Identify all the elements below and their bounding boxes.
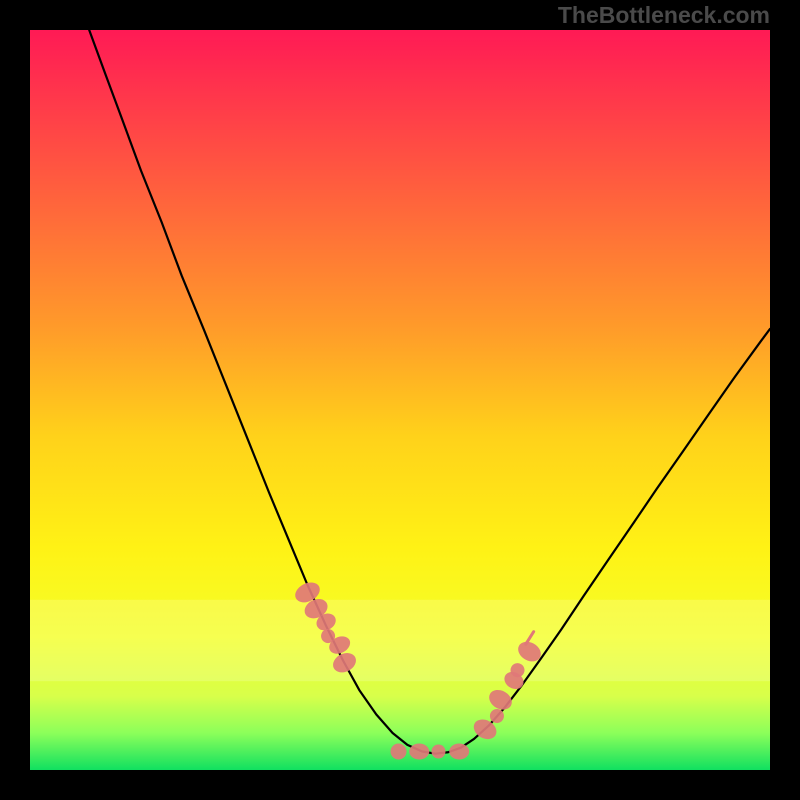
plot-area bbox=[30, 30, 770, 770]
highlight-band bbox=[30, 600, 770, 681]
data-marker bbox=[431, 745, 445, 759]
data-marker bbox=[449, 744, 469, 760]
plot-svg bbox=[30, 30, 770, 770]
watermark-text: TheBottleneck.com bbox=[558, 2, 770, 29]
data-marker bbox=[391, 744, 407, 760]
data-marker bbox=[409, 744, 429, 760]
chart-frame: TheBottleneck.com bbox=[0, 0, 800, 800]
